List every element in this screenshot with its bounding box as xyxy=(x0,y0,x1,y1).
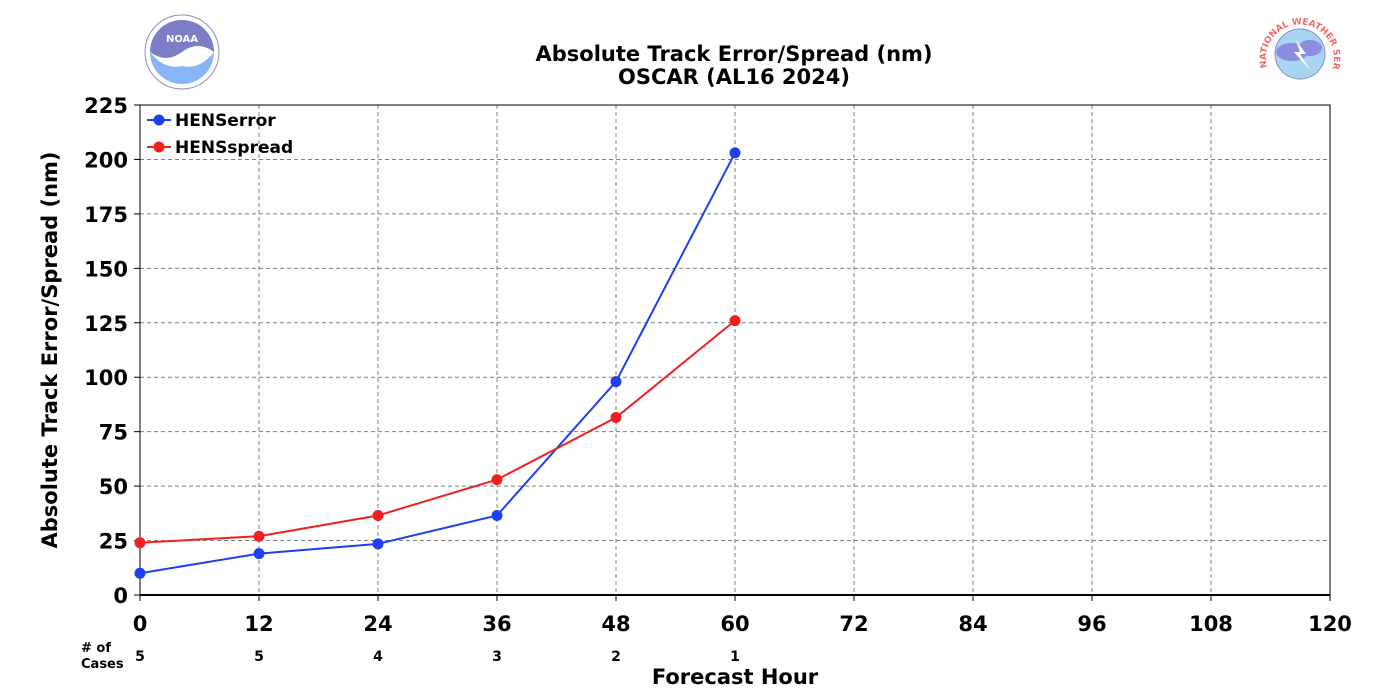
data-point-henserror xyxy=(134,567,146,579)
case-count: 5 xyxy=(254,649,264,665)
data-point-hensspread xyxy=(729,315,741,327)
x-tick-label: 48 xyxy=(601,612,630,636)
case-count: 1 xyxy=(730,649,740,665)
noaa-logo-text: NOAA xyxy=(166,34,198,45)
y-tick-label: 200 xyxy=(84,148,128,172)
grid xyxy=(140,105,1330,595)
legend-marker xyxy=(153,141,165,153)
y-tick-label: 50 xyxy=(99,475,128,499)
case-count: 5 xyxy=(135,649,145,665)
x-tick-label: 36 xyxy=(482,612,511,636)
cases-label-line1: # of xyxy=(81,641,111,656)
case-count: 4 xyxy=(373,649,383,665)
y-tick-label: 150 xyxy=(84,257,128,281)
y-tick-label: 225 xyxy=(84,94,128,118)
data-point-hensspread xyxy=(372,510,384,522)
noaa-logo-icon: NOAA xyxy=(144,14,220,90)
chart-title: Absolute Track Error/Spread (nm) xyxy=(535,42,932,66)
series xyxy=(134,147,741,579)
x-tick-label: 108 xyxy=(1189,612,1233,636)
cases-row: 5 5 4 3 2 1 xyxy=(135,649,740,665)
x-tick-label: 96 xyxy=(1077,612,1106,636)
y-tick-label: 25 xyxy=(99,530,128,554)
ticks: 0 25 50 75 100 125 150 175 200 225 0 12 24 36 48 60 72 84… xyxy=(84,94,1352,636)
data-point-henserror xyxy=(729,147,741,159)
y-axis-label: Absolute Track Error/Spread (nm) xyxy=(38,151,62,548)
legend-label: HENSerror xyxy=(175,111,276,131)
legend-label: HENSspread xyxy=(175,138,293,158)
data-point-hensspread xyxy=(134,537,146,549)
x-axis-label: Forecast Hour xyxy=(652,665,819,689)
data-point-henserror xyxy=(372,538,384,550)
data-point-henserror xyxy=(491,510,503,522)
y-tick-label: 100 xyxy=(84,366,128,390)
x-tick-label: 120 xyxy=(1308,612,1352,636)
case-count: 3 xyxy=(492,649,502,665)
series-line-hensspread xyxy=(139,319,736,544)
x-tick-label: 0 xyxy=(133,612,148,636)
legend-marker xyxy=(153,114,165,126)
y-tick-label: 125 xyxy=(84,312,128,336)
data-point-henserror xyxy=(253,548,265,560)
case-count: 2 xyxy=(611,649,621,665)
x-tick-label: 12 xyxy=(244,612,273,636)
y-tick-label: 75 xyxy=(99,421,128,445)
series-line-henserror xyxy=(139,152,736,575)
x-tick-label: 72 xyxy=(839,612,868,636)
x-tick-label: 84 xyxy=(958,612,987,636)
y-tick-label: 175 xyxy=(84,203,128,227)
cases-label-line2: Cases xyxy=(81,657,124,672)
x-tick-label: 60 xyxy=(720,612,749,636)
data-point-hensspread xyxy=(253,530,265,542)
y-tick-label: 0 xyxy=(113,584,128,608)
x-tick-label: 24 xyxy=(363,612,392,636)
chart-subtitle: OSCAR (AL16 2024) xyxy=(618,65,850,89)
legend: HENSerror HENSspread xyxy=(147,111,293,158)
data-point-henserror xyxy=(610,376,622,388)
data-point-hensspread xyxy=(491,474,503,486)
data-point-hensspread xyxy=(610,412,622,424)
